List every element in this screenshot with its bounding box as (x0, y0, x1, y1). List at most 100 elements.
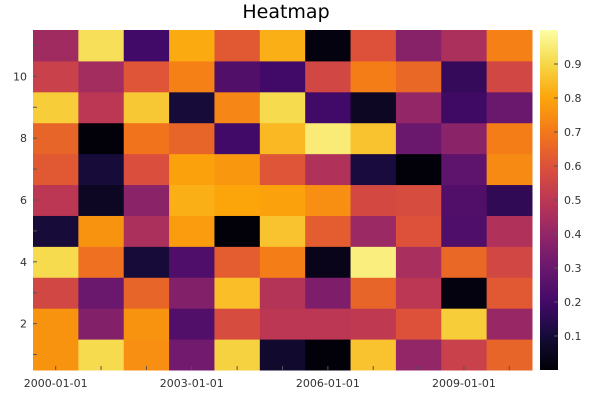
heatmap-cell (123, 60, 170, 93)
x-tick-label: 2000-01-01 (24, 377, 88, 390)
heatmap-cell (486, 91, 533, 124)
heatmap-cell (169, 122, 215, 155)
heatmap-cell (486, 184, 533, 216)
heatmap-cell (441, 308, 488, 340)
heatmap-cell (78, 339, 125, 371)
heatmap-cell (123, 339, 170, 371)
y-tick-label: 8 (20, 132, 27, 145)
heatmap-cell (214, 246, 261, 278)
heatmap-cell (486, 122, 533, 155)
chart-title: Heatmap (242, 1, 329, 23)
heatmap-cell (441, 30, 488, 62)
heatmap-cell (350, 153, 397, 186)
heatmap-cell (395, 277, 442, 309)
heatmap-cell (78, 91, 125, 124)
heatmap-cell (441, 277, 488, 309)
colorbar-gradient (540, 30, 558, 370)
heatmap-cell (169, 184, 215, 216)
heatmap-cell (33, 246, 79, 278)
heatmap-cell (395, 30, 442, 62)
heatmap-cell (78, 277, 125, 309)
heatmap-cell (350, 215, 397, 247)
heatmap-cell (169, 153, 215, 186)
heatmap-cell (123, 308, 170, 340)
heatmap-cell (123, 215, 170, 247)
heatmap-cell (441, 246, 488, 278)
heatmap-cell (123, 153, 170, 186)
heatmap-cell (350, 277, 397, 309)
heatmap-cell (395, 91, 442, 124)
colorbar-tick-label: 0.6 (564, 160, 582, 173)
heatmap-cell (33, 122, 79, 155)
heatmap-cell (350, 184, 397, 216)
heatmap-cell (259, 184, 306, 216)
y-tick-label: 4 (20, 256, 27, 269)
heatmap-cell (259, 246, 306, 278)
heatmap-cell (78, 215, 125, 247)
heatmap-cell (214, 122, 261, 155)
heatmap-cell (169, 60, 215, 93)
heatmap-cell (395, 60, 442, 93)
colorbar-tick-label: 0.1 (564, 330, 582, 343)
heatmap-cells (33, 30, 533, 371)
heatmap-cell (259, 215, 306, 247)
heatmap-cell (441, 153, 488, 186)
heatmap-cell (305, 153, 352, 186)
heatmap-cell (350, 246, 397, 278)
heatmap-cell (486, 277, 533, 309)
heatmap-cell (169, 246, 215, 278)
colorbar-tick-label: 0.8 (564, 92, 582, 105)
heatmap-cell (259, 277, 306, 309)
heatmap-cell (259, 122, 306, 155)
colorbar: 0.1 0.2 0.3 0.4 0.5 0.6 0.7 0.8 0.9 (540, 30, 582, 370)
heatmap-cell (214, 60, 261, 93)
colorbar-tick-label: 0.4 (564, 228, 582, 241)
heatmap-cell (441, 184, 488, 216)
heatmap-cell (169, 308, 215, 340)
heatmap-cell (441, 122, 488, 155)
heatmap-cell (350, 122, 397, 155)
heatmap-cell (486, 339, 533, 371)
heatmap-cell (259, 308, 306, 340)
heatmap-cell (486, 215, 533, 247)
heatmap-cell (395, 122, 442, 155)
heatmap-cell (350, 60, 397, 93)
heatmap-cell (486, 60, 533, 93)
heatmap-cell (33, 308, 79, 340)
heatmap-cell (33, 91, 79, 124)
heatmap-cell (169, 277, 215, 309)
heatmap-cell (78, 30, 125, 62)
heatmap-cell (395, 153, 442, 186)
heatmap-cell (305, 30, 352, 62)
heatmap-cell (305, 91, 352, 124)
heatmap-cell (169, 91, 215, 124)
heatmap-cell (214, 30, 261, 62)
heatmap-cell (441, 339, 488, 371)
heatmap-cell (486, 246, 533, 278)
heatmap-cell (259, 91, 306, 124)
heatmap-cell (33, 184, 79, 216)
heatmap-cell (350, 30, 397, 62)
heatmap-cell (305, 60, 352, 93)
heatmap-cell (350, 308, 397, 340)
heatmap-cell (441, 60, 488, 93)
heatmap-cell (33, 153, 79, 186)
heatmap-cell (33, 215, 79, 247)
heatmap-cell (33, 30, 79, 62)
heatmap-cell (259, 339, 306, 371)
heatmap-cell (33, 339, 79, 371)
colorbar-tick-label: 0.9 (564, 58, 582, 71)
x-tick-label: 2006-01-01 (296, 377, 360, 390)
heatmap-cell (214, 184, 261, 216)
heatmap-cell (395, 215, 442, 247)
heatmap-cell (259, 30, 306, 62)
heatmap-cell (259, 153, 306, 186)
x-tick-label: 2009-01-01 (432, 377, 496, 390)
heatmap-cell (123, 91, 170, 124)
heatmap-cell (78, 153, 125, 186)
heatmap-cell (486, 308, 533, 340)
heatmap-cell (123, 30, 170, 62)
heatmap-cell (395, 308, 442, 340)
heatmap-cell (123, 246, 170, 278)
